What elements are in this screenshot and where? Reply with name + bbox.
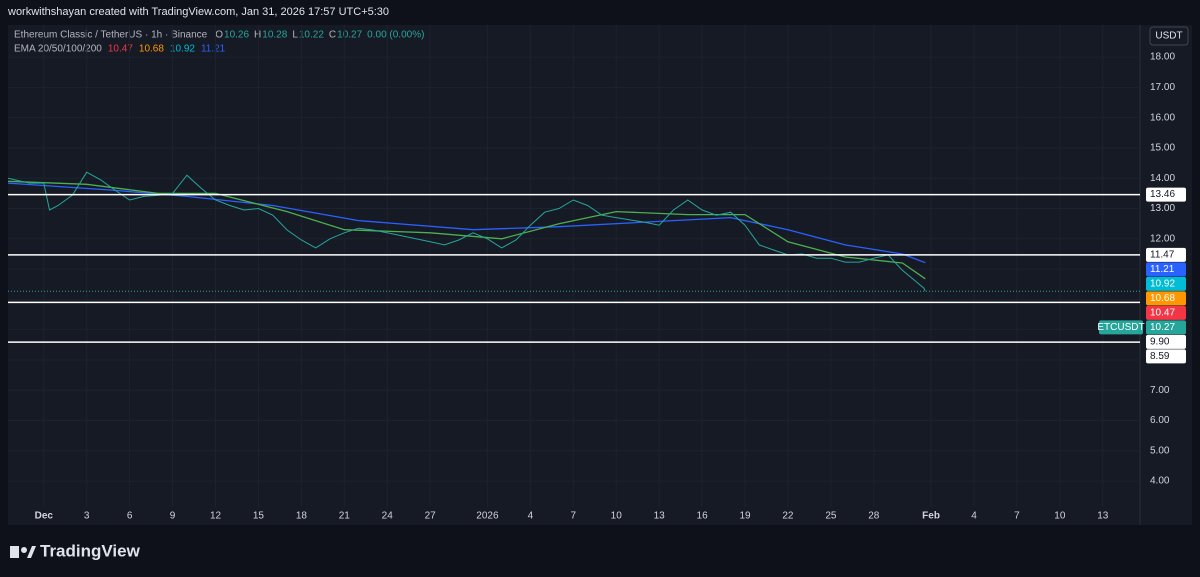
x-tick-label: 2026 [476,511,499,522]
ema-line [7,180,926,280]
price-badge [1146,262,1186,277]
x-tick-label: 4 [971,511,977,522]
ema-value: 10.68 [139,44,164,55]
ohlc-value: 10.27 [337,30,362,41]
price-badge [1146,187,1186,202]
y-tick-label: 17.00 [1150,82,1175,93]
x-tick-label: 21 [339,511,351,522]
price-badge [1146,320,1186,335]
symbol-title: Ethereum Classic / TetherUS · 1h · Binan… [14,30,208,41]
price-badge [1146,276,1186,291]
y-tick-label: 14.00 [1150,173,1175,184]
ohlc-label: L [292,30,298,41]
price-badge-label: 10.92 [1150,279,1175,290]
price-badge [1146,349,1186,364]
logo-mark [21,547,27,553]
x-tick-label: 13 [654,511,666,522]
price-badge-label: 13.46 [1150,189,1175,200]
x-tick-label: 6 [127,511,133,522]
price-badge-label: 11.21 [1150,264,1175,275]
x-tick-label: 28 [868,511,880,522]
ohlc-label: H [254,30,261,41]
y-tick-label: 12.00 [1150,233,1175,244]
logo-mark [27,546,36,558]
x-tick-label: 24 [382,511,394,522]
chart-pane [8,25,1192,525]
ohlc-value: 10.22 [299,30,324,41]
x-tick-label: 19 [739,511,751,522]
logo-mark [10,546,19,558]
header: workwithshayan created with TradingView.… [7,6,389,18]
x-tick-label: 13 [1097,511,1109,522]
y-tick-label: 4.00 [1150,476,1170,487]
x-tick-label: 7 [571,511,577,522]
x-tick-label: 15 [253,511,265,522]
price-badge [1146,305,1186,320]
price-badge-label: 9.90 [1150,337,1170,348]
x-tick-label: 4 [528,511,534,522]
price-badge-label: 10.27 [1150,322,1175,333]
y-tick-label: 7.00 [1150,385,1170,396]
x-tick-label: 22 [782,511,794,522]
y-tick-label: 16.00 [1150,112,1175,123]
y-tick-label: 13.00 [1150,203,1175,214]
x-tick-label: 12 [210,511,222,522]
x-tick-label: 3 [84,511,90,522]
price-badge [1146,247,1186,262]
y-tick-label: 15.00 [1150,143,1175,154]
ema-value: 10.92 [170,44,195,55]
y-tick-label: 5.00 [1150,445,1170,456]
x-tick-label: Dec [35,511,54,522]
price-badge [1146,334,1186,349]
ema-line [7,182,926,264]
ema-value: 10.47 [108,44,133,55]
grid [8,25,1140,507]
currency[interactable]: USDT [1155,31,1182,42]
x-tick-label: Feb [922,511,940,522]
ema-title: EMA 20/50/100/200 [14,44,102,55]
price-badge-label: 8.59 [1150,351,1170,362]
change: 0.00 (0.00%) [367,30,424,41]
x-tick-label: 18 [296,511,308,522]
symbol-badge [1099,320,1143,335]
x-tick-label: 10 [1054,511,1066,522]
ohlc-label: O [215,30,223,41]
price-badge [1146,291,1186,306]
price-badge-label: 10.47 [1150,308,1175,319]
currency-box[interactable] [1149,26,1189,46]
x-tick-label: 10 [611,511,623,522]
y-tick-label: 18.00 [1150,52,1175,63]
ohlc-label: C [329,30,336,41]
price-badge-label: 10.68 [1150,293,1175,304]
x-tick-label: 16 [697,511,709,522]
brand: TradingView [40,541,141,560]
x-tick-label: 9 [170,511,176,522]
ohlc-value: 10.26 [224,30,249,41]
price-badge-label: 11.47 [1150,250,1175,261]
x-tick-label: 7 [1014,511,1020,522]
ohlc-value: 10.28 [262,30,287,41]
ema-value: 11.21 [201,44,226,55]
logo [10,546,36,558]
x-tick-label: 25 [825,511,837,522]
y-tick-label: 6.00 [1150,415,1170,426]
symbol-label: ETCUSDT [1097,322,1144,333]
x-tick-label: 27 [425,511,437,522]
